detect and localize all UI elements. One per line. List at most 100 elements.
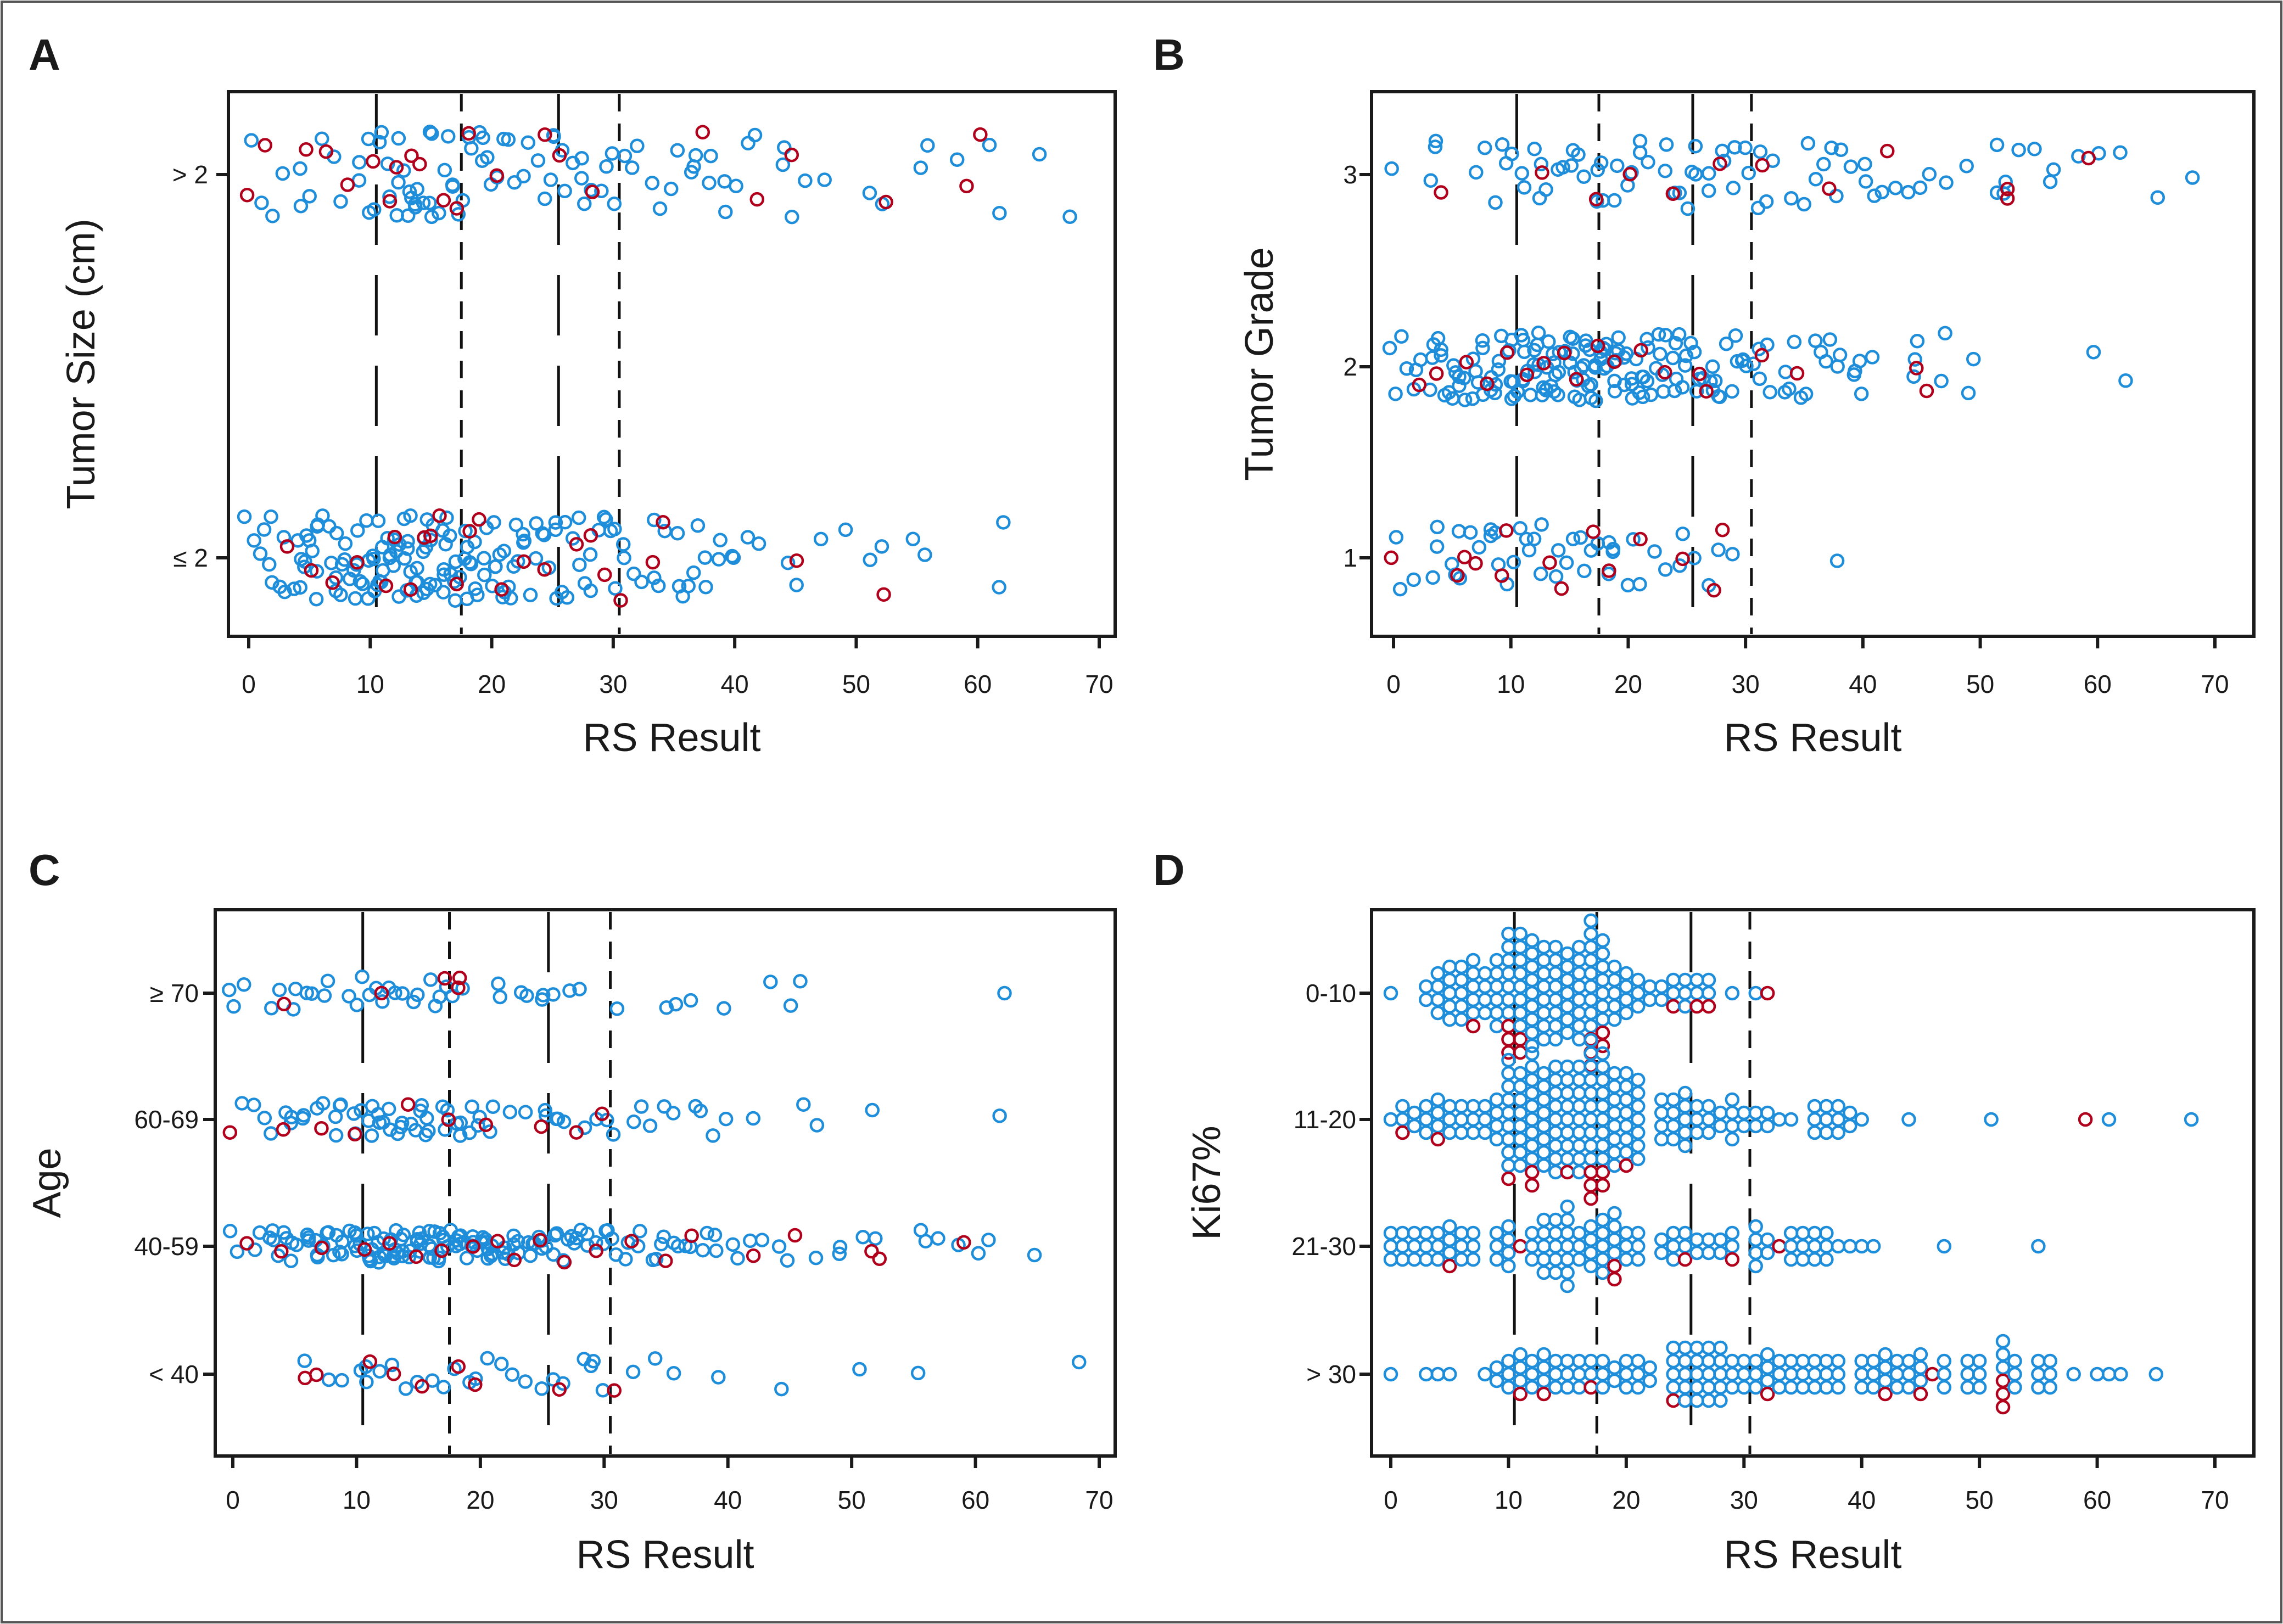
y-tick-label: 3 (1343, 160, 1357, 189)
point-red (387, 529, 402, 545)
x-tick-label: 20 (478, 670, 506, 698)
point-blue (2007, 1380, 2022, 1395)
point-blue (284, 1235, 300, 1250)
point-blue (1389, 530, 1404, 545)
point-blue (1760, 1245, 1775, 1261)
point-blue (1635, 389, 1650, 405)
point-blue (408, 200, 423, 215)
point-blue (1725, 547, 1740, 562)
point-blue (448, 554, 463, 569)
point-red (1499, 523, 1514, 538)
point-blue (400, 541, 415, 556)
point-blue (754, 1233, 770, 1247)
point-blue (910, 1365, 926, 1381)
point-blue (1457, 393, 1473, 407)
point-blue (1857, 156, 1872, 172)
point-blue (1027, 1247, 1042, 1263)
point-red (1459, 355, 1474, 369)
point-blue (1665, 350, 1681, 366)
point-blue (419, 512, 434, 527)
point-blue (2150, 190, 2166, 205)
point-blue (452, 1128, 468, 1143)
point-red (784, 147, 799, 163)
point-red (239, 188, 255, 203)
point-blue (1534, 156, 1549, 172)
point-blue (1671, 327, 1687, 342)
point-blue (422, 195, 437, 210)
point-red (466, 1239, 480, 1254)
point-blue (783, 998, 798, 1013)
point-blue (1752, 371, 1767, 387)
point-blue (424, 126, 439, 141)
point-blue (1725, 985, 1740, 1001)
point-blue (1551, 388, 1565, 402)
point-blue (538, 191, 552, 206)
point-blue (1425, 570, 1440, 585)
point-red (1880, 143, 1895, 159)
point-blue (594, 183, 609, 199)
y-tick-label: > 2 (172, 160, 208, 189)
point-red (749, 192, 765, 207)
point-blue (422, 124, 438, 139)
point-red (1755, 158, 1770, 173)
point-blue (634, 1099, 649, 1114)
point-blue (424, 1241, 439, 1256)
point-blue (557, 514, 573, 530)
point-blue (1471, 540, 1487, 555)
point-red (1519, 367, 1535, 383)
point-blue (774, 1381, 789, 1397)
point-blue (410, 987, 425, 1003)
point-blue (751, 536, 766, 551)
point-blue (1726, 181, 1741, 195)
point-blue (519, 988, 534, 1003)
point-red (340, 177, 355, 192)
point-blue (247, 1097, 261, 1112)
point-blue (605, 1231, 619, 1246)
point-blue (372, 135, 387, 150)
point-red (461, 126, 476, 141)
point-blue (1672, 558, 1687, 573)
point-blue (1573, 530, 1588, 545)
point-blue (665, 1106, 681, 1121)
x-tick-label: 10 (1497, 670, 1525, 698)
point-blue (265, 575, 279, 590)
x-axis-label: RS Result (1724, 716, 1901, 760)
point-blue (874, 539, 889, 554)
point-blue (1934, 373, 1949, 389)
point-red (864, 1244, 879, 1259)
point-blue (272, 982, 287, 998)
point-blue (1854, 1112, 1869, 1127)
point-blue (666, 1366, 681, 1381)
point-blue (647, 570, 662, 585)
point-blue (230, 1244, 245, 1259)
point-blue (1631, 1252, 1646, 1267)
point-red (607, 1383, 622, 1398)
point-blue (1571, 1252, 1587, 1267)
point-blue (317, 988, 332, 1003)
point-red (1595, 1178, 1610, 1193)
panel-a: A > 2 ≤ 2 0 10 20 30 40 50 60 70 RS Result Tumor Siz… (29, 30, 1117, 760)
point-blue (2086, 345, 2101, 360)
point-blue (342, 989, 356, 1004)
point-blue (556, 1114, 572, 1129)
point-red (1633, 531, 1648, 547)
y-axis-label: Age (25, 1147, 69, 1218)
point-red (299, 142, 314, 157)
point-red (1465, 1018, 1481, 1034)
point-blue (1667, 383, 1682, 399)
point-red (1619, 1158, 1634, 1173)
point-red (404, 148, 419, 164)
point-blue (606, 1127, 621, 1142)
point-blue (718, 1111, 734, 1127)
y-tick-label: 60-69 (134, 1105, 199, 1134)
point-blue (1666, 1132, 1681, 1147)
point-blue (1548, 367, 1563, 383)
point-blue (1819, 1252, 1834, 1267)
point-blue (495, 590, 510, 604)
point-blue (548, 515, 563, 530)
point-blue (566, 155, 580, 171)
point-red (583, 528, 598, 543)
point-blue (1651, 327, 1666, 342)
point-blue (1527, 365, 1542, 379)
point-blue (2031, 1239, 2046, 1254)
